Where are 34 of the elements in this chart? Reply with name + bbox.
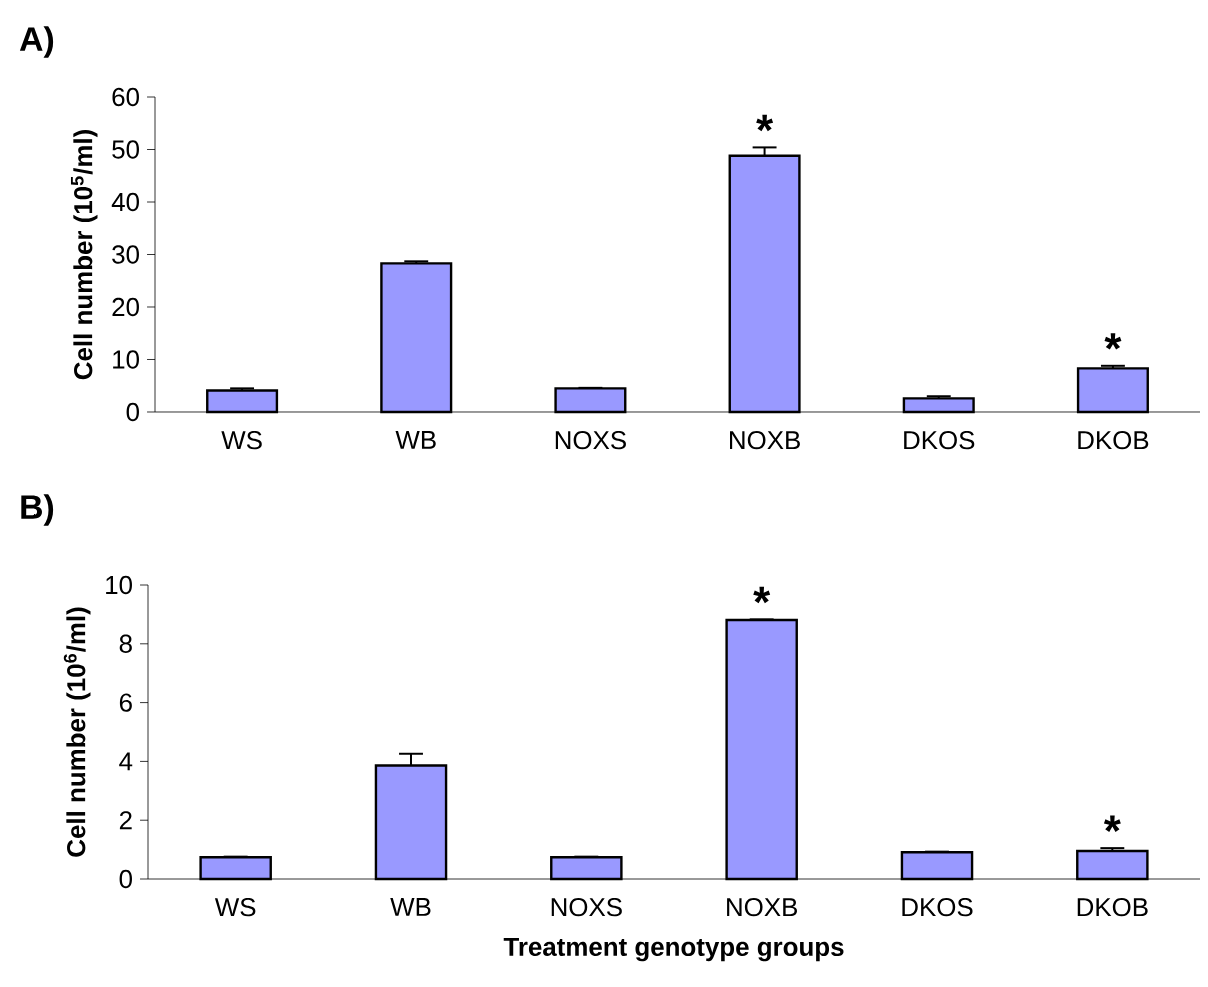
y-tick-label: 10 <box>113 350 139 369</box>
annotation: * <box>753 586 771 604</box>
y-tick-label: 0 <box>119 869 132 889</box>
y-tick-label: 8 <box>119 634 132 653</box>
y-tick-label: 20 <box>112 297 139 317</box>
y-tick-label: 10 <box>106 575 132 595</box>
x-tick-label: WB <box>390 898 431 916</box>
x-tick-label: NOXB <box>727 897 797 917</box>
x-tick-label: DKOB <box>1078 430 1149 450</box>
y-tick-label: 50 <box>112 140 139 159</box>
annotation: * <box>1103 815 1121 832</box>
x-tick-label: DKOS <box>902 897 973 917</box>
y-tick-label: 60 <box>112 87 139 107</box>
x-tick-label: NOXS <box>551 897 622 917</box>
chart-title: B) <box>21 494 54 526</box>
y-tick-label: 2 <box>119 811 132 830</box>
y-tick-label: 30 <box>112 245 139 264</box>
y-axis-title: Cell number (10$^{5}$/ml) <box>70 130 98 380</box>
y-tick-label: 4 <box>119 752 133 771</box>
y-tick-label: 0 <box>126 402 139 422</box>
x-tick-label: DKOS <box>904 430 975 450</box>
x-tick-label: WS <box>221 430 262 450</box>
y-axis-title: Cell number (10$^{6}$/ml) <box>63 607 91 857</box>
y-tick-label: 6 <box>119 693 132 712</box>
y-tick-label: 40 <box>111 192 139 212</box>
x-tick-label: WS <box>214 897 256 917</box>
x-axis-title: Treatment genotype groups <box>503 937 844 962</box>
x-tick-label: DKOB <box>1077 897 1148 917</box>
annotation: * <box>1104 333 1122 350</box>
x-tick-label: NOXS <box>555 430 626 450</box>
chart-title: A) <box>19 26 54 58</box>
x-tick-label: NOXB <box>730 430 800 450</box>
x-tick-label: WB <box>395 431 436 449</box>
annotation: * <box>756 114 774 132</box>
